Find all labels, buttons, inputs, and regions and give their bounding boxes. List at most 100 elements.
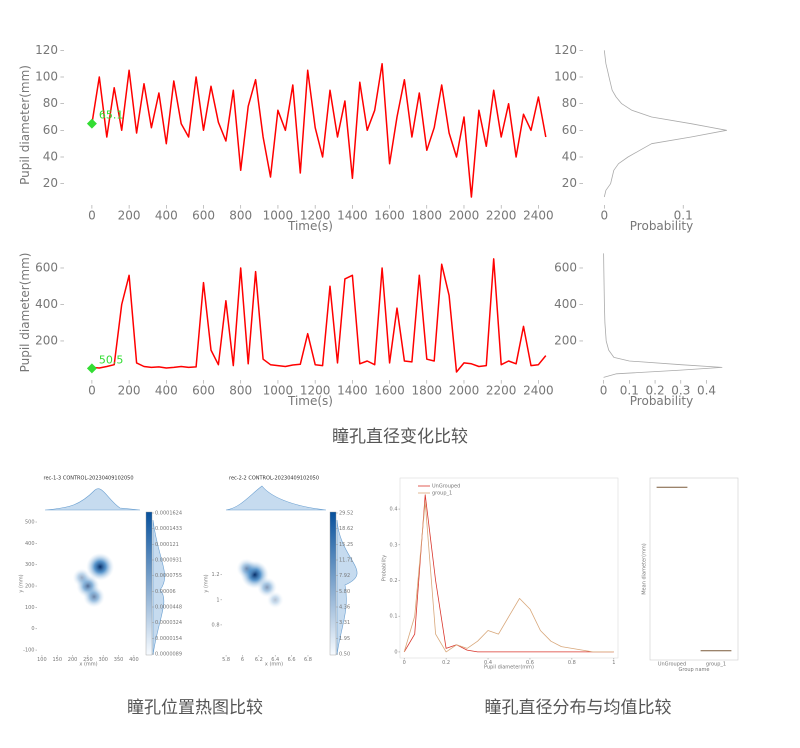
- y-tick-label: 400: [25, 541, 35, 547]
- x-tick-label: 600: [192, 208, 215, 222]
- x-axis-label: Probability: [630, 394, 693, 408]
- marginal-kde: [152, 519, 165, 656]
- x-tick-label: 800: [229, 383, 252, 397]
- colorbar-tick-label: 3.31: [339, 620, 350, 626]
- x-tick-label: 1200: [300, 383, 331, 397]
- x-tick-label: 200: [118, 208, 141, 222]
- y-tick-label: 0.1: [390, 614, 398, 620]
- line: [603, 253, 723, 378]
- annotation: 50.5: [99, 353, 124, 366]
- colorbar-tick-label: 11.71: [339, 558, 353, 564]
- x-tick-label: 2400: [523, 208, 554, 222]
- x-tick-label: 0.4: [697, 383, 716, 397]
- colorbar-tick-label: 7.92: [339, 573, 350, 579]
- x-tick-label: 6.2: [255, 657, 263, 663]
- colorbar-tick-label: 29.52: [339, 511, 353, 517]
- x-axis-label: Time(s): [287, 219, 333, 233]
- x-tick-label: 1600: [374, 208, 405, 222]
- hotspot: [266, 591, 284, 609]
- line: [91, 258, 547, 373]
- y-tick-label: 0.8: [212, 622, 220, 628]
- marginal-kde: [44, 488, 141, 511]
- y-axis-label: y (mm): [19, 574, 25, 592]
- y-tick-label: 40: [562, 150, 577, 164]
- x-axis-label: Pupil diameter(mm): [484, 665, 534, 671]
- x-tick-label: 350: [114, 657, 124, 663]
- x-tick-label: 2000: [449, 208, 480, 222]
- colorbar-tick-label: 0.0000448: [155, 605, 182, 611]
- y-tick-label: 300: [25, 562, 35, 568]
- x-tick-label: 0: [600, 208, 608, 222]
- colorbar-tick-label: 15.25: [339, 542, 353, 548]
- colorbar-tick-label: 0.0000154: [155, 636, 182, 642]
- y-tick-label: 100: [554, 70, 577, 84]
- line: [403, 494, 614, 653]
- y-axis-label: Pupil diameter(mm): [18, 253, 32, 373]
- x-tick-label: 400: [155, 383, 178, 397]
- x-tick-label: 2200: [486, 208, 517, 222]
- x-tick-label: 0: [600, 383, 608, 397]
- x-tick-label: 0.3: [671, 383, 690, 397]
- y-tick-label: 0.2: [390, 578, 398, 584]
- caption: 瞳孔直径变化比较: [332, 427, 468, 447]
- x-tick-label: 0: [403, 660, 406, 666]
- x-tick-label: 0.8: [568, 660, 576, 666]
- hotspot: [72, 568, 91, 587]
- chart-title: rec-2-2 CONTROL-20230409102050: [229, 476, 319, 482]
- plot-frame: [649, 477, 739, 661]
- y-tick-label: 120: [554, 43, 577, 57]
- x-tick-label: 100: [37, 657, 47, 663]
- x-tick-label: 1200: [300, 208, 331, 222]
- x-tick-label: 1800: [412, 208, 443, 222]
- chart-title: rec-1-3 CONTROL-20230409102050: [44, 476, 134, 482]
- y-axis-label: y (mm): [204, 574, 210, 592]
- y-tick-label: 400: [554, 297, 577, 311]
- x-axis-label: Group name: [679, 667, 710, 673]
- x-tick-label: 200: [118, 383, 141, 397]
- annotation: 65.1: [99, 109, 124, 122]
- colorbar-tick-label: 1.95: [339, 636, 350, 642]
- x-tick-label: 0.2: [646, 383, 665, 397]
- x-tick-label: 1000: [263, 383, 294, 397]
- y-tick-label: 200: [35, 333, 58, 347]
- x-tick-label: 0.1: [620, 383, 639, 397]
- y-tick-label: 60: [562, 123, 577, 137]
- y-tick-label: 100: [25, 605, 35, 611]
- x-tick-label: 250: [83, 657, 93, 663]
- y-tick-label: 0: [394, 649, 397, 655]
- y-tick-label: 400: [35, 297, 58, 311]
- x-tick-label: 200: [68, 657, 78, 663]
- x-tick-label: 6.8: [304, 657, 312, 663]
- x-tick-label: 0.6: [526, 660, 534, 666]
- colorbar-tick-label: 0.0001624: [155, 511, 182, 517]
- annotation-marker: [86, 118, 97, 129]
- y-tick-label: 100: [35, 70, 58, 84]
- y-tick-label: 60: [43, 123, 58, 137]
- y-tick-label: 600: [554, 260, 577, 274]
- line: [403, 501, 614, 653]
- legend-label: group_1: [432, 491, 452, 497]
- x-tick-label: 0: [88, 208, 96, 222]
- x-tick-label: 400: [129, 657, 139, 663]
- y-tick-label: 20: [562, 176, 577, 190]
- x-tick-label: 600: [192, 383, 215, 397]
- colorbar-tick-label: 0.0000089: [155, 652, 182, 658]
- y-axis-label: Pupil diameter(mm): [18, 65, 32, 185]
- hotspot: [86, 552, 115, 581]
- x-tick-label: 5.8: [222, 657, 230, 663]
- y-tick-label: 0: [31, 626, 34, 632]
- annotation-marker: [86, 363, 97, 374]
- x-axis-label: x (mm): [79, 662, 97, 668]
- colorbar-tick-label: 0.000121: [155, 542, 179, 548]
- x-tick-label: 2000: [449, 383, 480, 397]
- x-axis-label: Probability: [630, 219, 693, 233]
- y-tick-label: 500: [25, 520, 35, 526]
- legend-label: UnGrouped: [432, 484, 460, 490]
- x-tick-label: 300: [98, 657, 108, 663]
- x-tick-label: 800: [229, 208, 252, 222]
- colorbar-tick-label: 5.80: [339, 589, 350, 595]
- x-tick-label: 1600: [374, 383, 405, 397]
- colorbar: [329, 511, 337, 656]
- caption: 瞳孔直径分布与均值比较: [485, 698, 672, 718]
- y-tick-label: 120: [35, 43, 58, 57]
